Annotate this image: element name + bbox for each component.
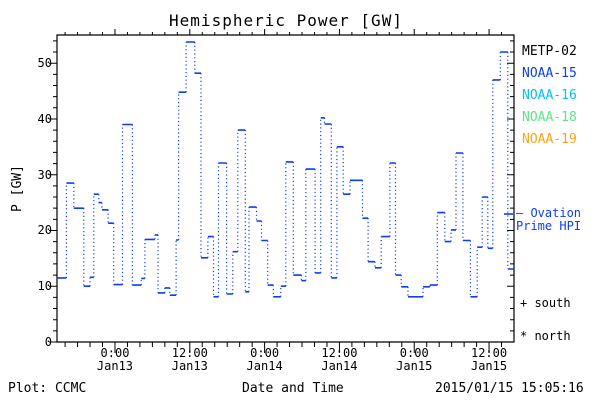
ovation-legend-line2: Prime HPI [516, 219, 582, 233]
legend-noaa-16: NOAA-16 [522, 88, 577, 103]
y-tick-label-30: 30 [37, 167, 52, 182]
legend-noaa-15: NOAA-15 [522, 66, 577, 81]
x-tick-label-Jan13-0:00: 0:00 Jan13 [96, 346, 134, 373]
legend-metp-02: METP-02 [522, 44, 577, 59]
south-marker: + south [520, 296, 571, 310]
plot-frame [56, 34, 515, 343]
x-tick-label-Jan15-0:00: 0:00 Jan15 [396, 346, 433, 373]
y-tick-label-40: 40 [37, 111, 52, 126]
x-tick-label-Jan13-12:00: 12:00 Jan13 [171, 346, 208, 373]
ovation-legend-line1: — Ovation [516, 206, 582, 220]
x-tick-label-Jan15-12:00: 12:00 Jan15 [470, 346, 508, 373]
y-tick-label-0: 0 [44, 335, 52, 349]
legend-noaa-19: NOAA-19 [522, 132, 577, 147]
axis-ticks [49, 29, 514, 353]
north-marker: * north [520, 329, 571, 343]
hpi-step-curve-vertical [65, 42, 509, 297]
x-axis-title: Date and Time [242, 381, 344, 396]
y-tick-label-10: 10 [37, 279, 52, 294]
chart-title: Hemispheric Power [GW] [169, 11, 403, 30]
y-tick-label-50: 50 [37, 56, 52, 71]
plot-credit: Plot: CCMC [8, 381, 87, 396]
y-tick-label-20: 20 [37, 223, 52, 238]
plot-timestamp: 2015/01/15 15:05:16 [435, 381, 584, 396]
x-tick-label-Jan14-0:00: 0:00 Jan14 [246, 346, 283, 373]
hpi-step-curve-horizontal [57, 41, 514, 298]
x-tick-label-Jan14-12:00: 12:00 Jan14 [321, 346, 358, 373]
legend-noaa-18: NOAA-18 [522, 110, 577, 125]
